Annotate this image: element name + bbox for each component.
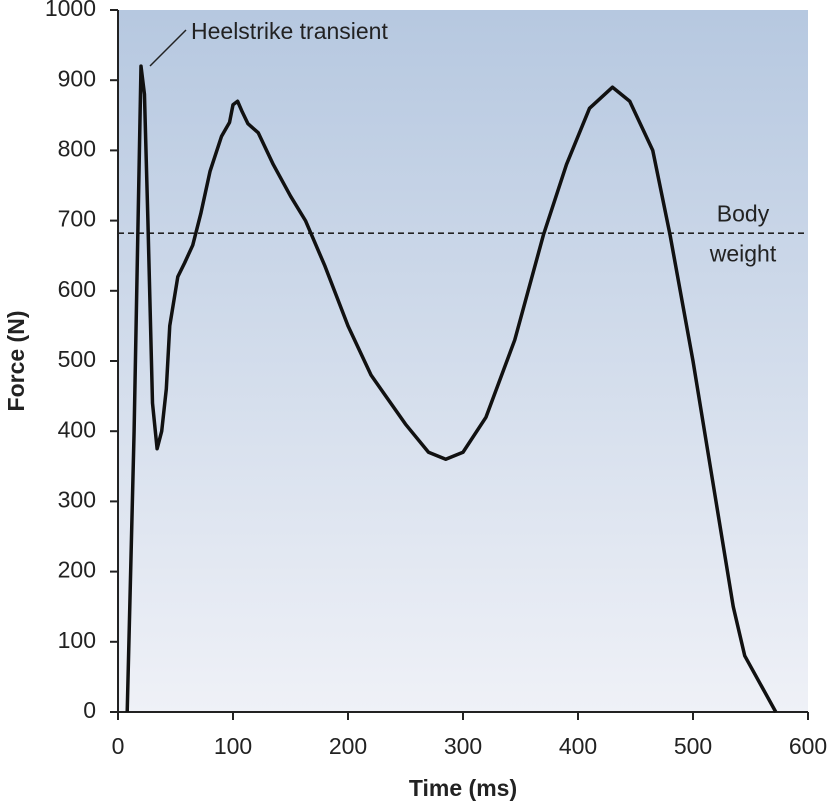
x-tick-label: 500: [674, 733, 712, 759]
annotation: Heelstrike transient: [191, 18, 388, 44]
x-tick-label: 0: [112, 733, 125, 759]
y-tick-label: 1000: [45, 0, 96, 21]
reference-label: Body: [717, 200, 770, 226]
annotation-leader: [149, 29, 187, 67]
y-tick-label: 300: [58, 486, 96, 512]
plot-area: [118, 10, 808, 712]
y-tick-label: 200: [58, 557, 96, 583]
y-tick-label: 900: [58, 65, 96, 91]
x-tick-label: 600: [789, 733, 827, 759]
y-tick-label: 0: [83, 697, 96, 723]
reference-label: weight: [709, 240, 777, 266]
force-curve: [125, 64, 778, 713]
y-tick-label: 100: [58, 627, 96, 653]
y-tick-label: 600: [58, 276, 96, 302]
y-tick-label: 700: [58, 206, 96, 232]
x-tick-label: 400: [559, 733, 597, 759]
y-tick-label: 800: [58, 135, 96, 161]
x-axis-title: Time (ms): [409, 775, 517, 801]
x-tick-label: 200: [329, 733, 367, 759]
x-tick-label: 300: [444, 733, 482, 759]
y-axis-title: Force (N): [3, 311, 29, 412]
y-tick-label: 400: [58, 416, 96, 442]
y-tick-label: 500: [58, 346, 96, 372]
x-tick-label: 100: [214, 733, 252, 759]
